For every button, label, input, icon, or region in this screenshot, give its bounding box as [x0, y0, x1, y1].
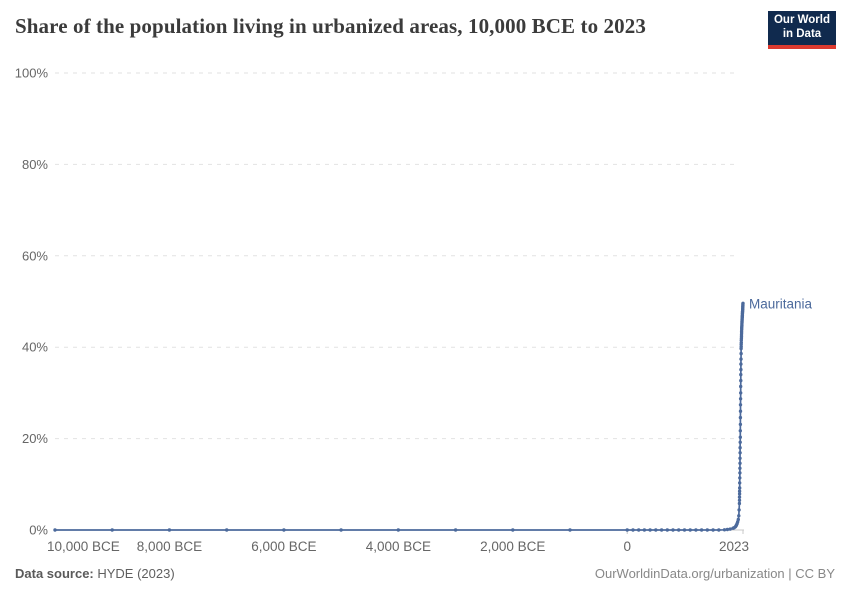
data-point[interactable]: [737, 514, 741, 518]
data-point[interactable]: [728, 527, 732, 531]
data-point[interactable]: [738, 397, 743, 401]
data-point[interactable]: [711, 528, 715, 532]
data-point[interactable]: [737, 489, 742, 493]
data-point[interactable]: [225, 528, 229, 532]
data-source-note: Data source: HYDE (2023): [15, 566, 175, 581]
data-point[interactable]: [738, 446, 742, 450]
data-point[interactable]: [738, 429, 742, 433]
data-point[interactable]: [648, 528, 652, 532]
data-point[interactable]: [654, 528, 658, 532]
data-point[interactable]: [682, 528, 687, 532]
data-point[interactable]: [736, 517, 740, 522]
data-point[interactable]: [511, 528, 515, 532]
data-point[interactable]: [738, 451, 742, 455]
data-point[interactable]: [741, 301, 745, 305]
data-point[interactable]: [737, 501, 742, 506]
data-point[interactable]: [725, 527, 730, 532]
x-tick-label--8000: 8,000 BCE: [137, 539, 202, 554]
data-point[interactable]: [717, 528, 721, 532]
data-point[interactable]: [167, 528, 172, 532]
data-point[interactable]: [722, 528, 727, 532]
data-point[interactable]: [739, 357, 743, 361]
data-point[interactable]: [671, 528, 675, 532]
x-tick-label--6000: 6,000 BCE: [251, 539, 316, 554]
data-point[interactable]: [737, 492, 742, 496]
data-point[interactable]: [282, 528, 286, 532]
data-point[interactable]: [739, 391, 743, 395]
data-point[interactable]: [688, 528, 692, 532]
data-point[interactable]: [738, 486, 742, 490]
data-point[interactable]: [738, 476, 742, 480]
data-point[interactable]: [737, 495, 742, 499]
data-point[interactable]: [738, 461, 742, 465]
data-point[interactable]: [739, 384, 743, 389]
data-point[interactable]: [568, 528, 572, 532]
data-point[interactable]: [659, 528, 664, 532]
owid-logo[interactable]: Our World in Data: [768, 11, 836, 49]
y-tick-label-0: 0%: [29, 523, 48, 538]
line-chart[interactable]: 0% 20% 40% 60% 80% 100% 10,000 BCE 8,000 BCE 6,0…: [0, 0, 850, 560]
data-point[interactable]: [738, 409, 743, 413]
data-point[interactable]: [631, 528, 635, 532]
data-point[interactable]: [699, 528, 704, 532]
data-point[interactable]: [705, 528, 709, 532]
data-point[interactable]: [737, 498, 742, 502]
data-source-value: HYDE (2023): [93, 566, 175, 581]
x-tick-label--4000: 4,000 BCE: [366, 539, 431, 554]
data-point[interactable]: [738, 422, 743, 427]
data-point[interactable]: [637, 528, 641, 532]
owid-logo-line1: Our World: [773, 14, 830, 27]
data-point[interactable]: [738, 466, 742, 470]
y-tick-label-60: 60%: [22, 248, 48, 263]
data-source-label: Data source:: [15, 566, 94, 581]
page-title: Share of the population living in urbani…: [15, 14, 646, 38]
y-tick-label-20: 20%: [22, 431, 48, 446]
data-point[interactable]: [625, 528, 629, 532]
y-tick-label-80: 80%: [22, 157, 48, 172]
data-point[interactable]: [739, 362, 743, 366]
data-point[interactable]: [642, 528, 647, 532]
data-point[interactable]: [396, 528, 400, 532]
data-point[interactable]: [739, 372, 743, 377]
data-point[interactable]: [738, 435, 742, 439]
data-point[interactable]: [738, 415, 743, 420]
credit-link[interactable]: OurWorldinData.org/urbanization | CC BY: [594, 566, 835, 581]
data-point[interactable]: [53, 528, 57, 532]
y-tick-label-100: 100%: [15, 66, 49, 81]
data-point[interactable]: [739, 378, 743, 383]
data-point[interactable]: [739, 367, 743, 372]
data-point[interactable]: [738, 456, 742, 460]
series-label-mauritania[interactable]: Mauritania: [749, 296, 813, 311]
series-line-mauritania[interactable]: [55, 303, 744, 531]
chart-footer: Data source: HYDE (2023) OurWorldinData.…: [0, 566, 850, 581]
x-tick-label-2023: 2023: [719, 539, 749, 554]
data-point[interactable]: [339, 528, 343, 532]
x-tick-label--10000: 10,000 BCE: [47, 539, 120, 554]
data-point[interactable]: [738, 440, 742, 444]
y-tick-label-40: 40%: [22, 340, 48, 355]
data-point[interactable]: [665, 528, 669, 532]
data-point[interactable]: [738, 403, 743, 407]
data-point[interactable]: [110, 528, 114, 532]
data-point[interactable]: [453, 528, 458, 532]
owid-logo-line2: in Data: [782, 28, 822, 40]
data-point[interactable]: [677, 528, 681, 532]
data-point[interactable]: [739, 351, 743, 356]
data-point[interactable]: [737, 508, 741, 512]
data-point[interactable]: [738, 471, 742, 475]
x-tick-label--2000: 2,000 BCE: [480, 539, 545, 554]
data-point[interactable]: [738, 481, 742, 485]
x-tick-label-0: 0: [623, 539, 631, 554]
data-point[interactable]: [694, 528, 698, 532]
